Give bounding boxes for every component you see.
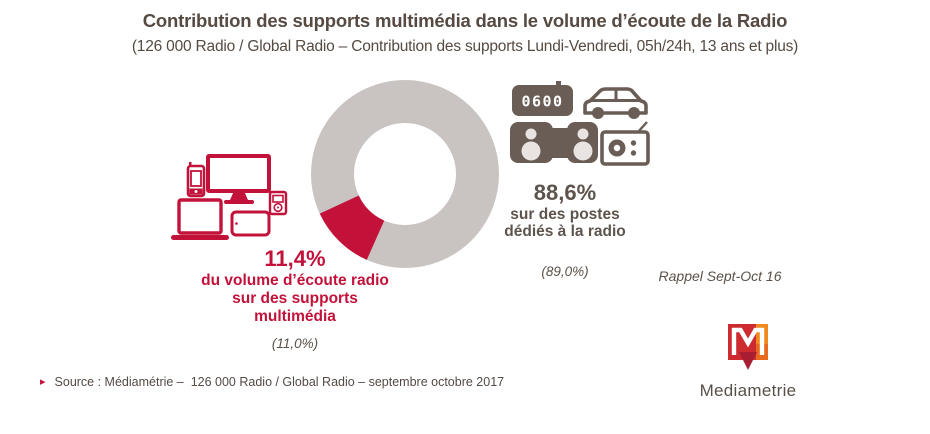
header: Contribution des supports multimédia dan… (0, 10, 930, 56)
portable-radio-icon (600, 121, 650, 166)
multimedia-stat-value: 11,4% (264, 246, 326, 271)
desktop-monitor-icon (206, 154, 271, 204)
clock-radio-icon: 0600 (512, 81, 573, 116)
recall-period-note: Rappel Sept-Oct 16 (658, 268, 782, 284)
mp3-player-icon (268, 190, 288, 216)
source-text: Source : Médiamétrie – 126 000 Radio / G… (54, 375, 505, 389)
multimedia-devices-icons (171, 154, 288, 240)
radio-stat-label-2: dédiés à la radio (504, 223, 626, 240)
radio-stat: 88,6% sur des postes dédiés à la radio (… (468, 180, 662, 279)
multimedia-stat-recall: (11,0%) (271, 336, 319, 351)
page-title: Contribution des supports multimédia dan… (142, 10, 788, 31)
radio-stat-value: 88,6% (533, 180, 597, 205)
donut-base-ring (311, 80, 499, 268)
multimedia-stat-label-1: du volume d’écoute radio (201, 272, 389, 289)
smartphone-icon (186, 162, 206, 198)
stereo-system-icon (510, 122, 598, 163)
clock-display: 0600 (521, 93, 563, 111)
page-subtitle: (126 000 Radio / Global Radio – Contribu… (131, 38, 799, 55)
mediametrie-logo: Mediametrie (690, 324, 806, 401)
car-icon (583, 87, 648, 119)
donut-chart (310, 80, 499, 268)
mediametrie-logo-icon (728, 324, 768, 370)
mediametrie-wordmark: Mediametrie (699, 381, 797, 400)
radio-stat-recall: (89,0%) (541, 264, 589, 279)
source-bullet-icon: ▸ (40, 375, 46, 388)
radio-stat-label-1: sur des postes (510, 206, 620, 223)
multimedia-stat-label-3: multimédia (254, 308, 336, 325)
source-line: ▸ Source : Médiamétrie – 126 000 Radio /… (40, 375, 504, 389)
laptop-icon (171, 198, 229, 240)
multimedia-stat: 11,4% du volume d’écoute radio sur des s… (150, 246, 440, 351)
multimedia-stat-label-2: sur des supports (232, 290, 358, 307)
donut-highlight-arc (310, 80, 499, 268)
radio-devices-icons: 0600 (510, 81, 650, 166)
tablet-icon (230, 210, 271, 237)
